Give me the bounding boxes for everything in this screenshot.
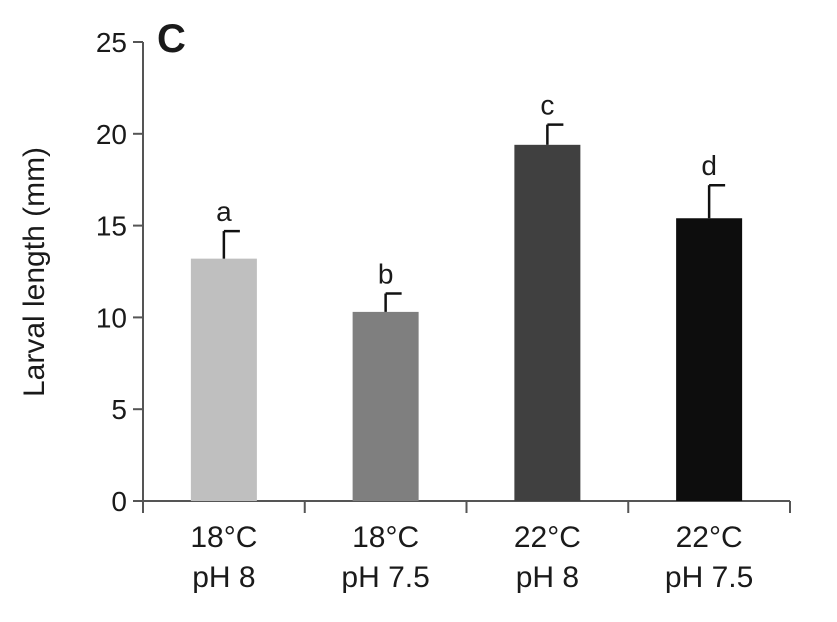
- y-tick-label: 25: [96, 27, 127, 58]
- significance-label: d: [701, 150, 717, 181]
- y-axis-label: Larval length (mm): [18, 147, 51, 397]
- panel-label: C: [157, 17, 186, 61]
- category-label-line1: 18°C: [352, 521, 419, 554]
- category-labels: 18°C pH 8 18°C pH 7.5 22°C pH 8 22°C pH 7.5: [190, 521, 753, 594]
- significance-labels: a b c d: [216, 90, 717, 290]
- bar: [514, 144, 581, 502]
- y-tick-label: 10: [96, 302, 127, 333]
- y-ticks: 0 5 10 15 20 25: [96, 27, 143, 517]
- significance-label: b: [378, 259, 394, 290]
- error-bars: [222, 123, 726, 312]
- bar: [352, 311, 419, 501]
- category-label-line2: pH 8: [516, 561, 579, 594]
- bar: [676, 218, 743, 502]
- significance-label: a: [216, 196, 232, 227]
- y-tick-label: 0: [111, 486, 127, 517]
- category-label-line1: 22°C: [676, 521, 743, 554]
- category-label-line1: 18°C: [190, 521, 257, 554]
- y-tick-label: 20: [96, 119, 127, 150]
- x-ticks: [142, 501, 791, 513]
- significance-label: c: [540, 90, 554, 121]
- y-tick-label: 5: [111, 394, 127, 425]
- category-label-line1: 22°C: [514, 521, 581, 554]
- category-label-line2: pH 7.5: [341, 561, 429, 594]
- category-label-line2: pH 7.5: [665, 561, 753, 594]
- category-label-line2: pH 8: [192, 561, 255, 594]
- bar: [190, 258, 257, 501]
- y-tick-label: 15: [96, 211, 127, 242]
- bars: [190, 144, 743, 502]
